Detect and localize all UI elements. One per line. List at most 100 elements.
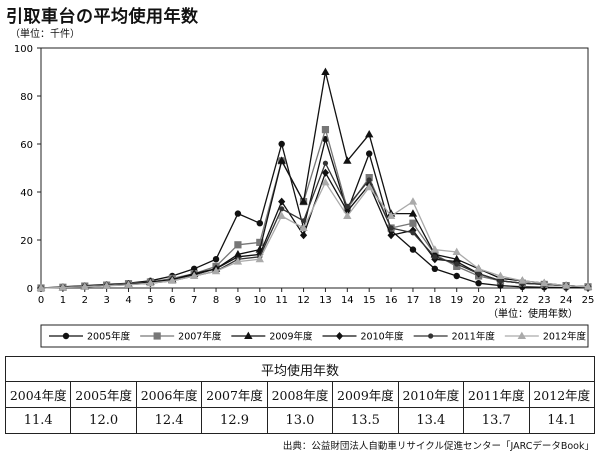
- x-tick-label: 1: [60, 295, 66, 306]
- series-point: [431, 265, 439, 272]
- legend-point: [335, 332, 344, 340]
- x-tick-label: 9: [235, 295, 241, 306]
- x-tick-label: 14: [341, 295, 354, 306]
- table-cell-value: 12.0: [70, 407, 137, 434]
- legend-label: 2011年度: [452, 331, 496, 343]
- series-2012年度: [36, 178, 593, 291]
- series-point: [124, 280, 133, 288]
- series-point: [408, 197, 418, 205]
- legend-point: [428, 333, 434, 339]
- series-2005年度: [37, 136, 592, 292]
- table-cell-value: 12.4: [135, 407, 203, 434]
- x-tick-label: 19: [450, 295, 463, 306]
- series-point: [518, 276, 527, 284]
- x-tick-label: 3: [103, 295, 109, 306]
- legend-item: 2012年度: [504, 331, 587, 343]
- series-point: [168, 276, 177, 284]
- legend-label: 2007年度: [178, 331, 222, 343]
- series-point: [321, 168, 330, 177]
- series-point: [366, 177, 372, 183]
- table-cell-value: 13.0: [266, 407, 334, 434]
- series-point: [299, 197, 308, 205]
- table-caption: 平均使用年数: [5, 356, 595, 382]
- series-line: [40, 171, 589, 289]
- series-point: [474, 264, 483, 272]
- x-tick-label: 8: [213, 295, 219, 306]
- x-tick-label: 25: [582, 295, 595, 306]
- series-point: [365, 182, 374, 191]
- series-point: [409, 219, 417, 227]
- series-point: [409, 246, 417, 253]
- series-2009年度: [36, 67, 593, 291]
- legend-point: [153, 332, 161, 340]
- chart-series: [36, 67, 593, 292]
- series-point: [321, 178, 330, 186]
- series-point: [189, 271, 199, 279]
- legend-item: 2009年度: [231, 331, 313, 343]
- y-tick-label: 80: [20, 92, 33, 103]
- series-point: [408, 209, 418, 217]
- legend-point: [244, 331, 253, 339]
- series-point: [496, 271, 505, 279]
- legend-label: 2005年度: [87, 331, 131, 343]
- x-tick-label: 10: [253, 295, 266, 306]
- x-tick-label: 2: [82, 295, 88, 306]
- x-tick-labels: 0 1 2 3 4 5 6 7 8 9 10 11 12 13 14 15 16 17 18 19 20 21 22 23 24…: [38, 295, 595, 306]
- series-point: [322, 160, 329, 166]
- page-title: 引取車台の平均使用年数: [6, 7, 199, 27]
- series-point: [234, 241, 242, 249]
- x-tick-label: 13: [319, 295, 332, 306]
- table-cell-value: 13.7: [463, 407, 530, 434]
- series-point: [233, 257, 243, 265]
- table-cell-year: 2012年度: [528, 381, 595, 408]
- series-point: [476, 271, 482, 277]
- series-point: [365, 130, 374, 138]
- y-tick-label: 0: [27, 284, 33, 295]
- series-point: [387, 231, 395, 240]
- table-cell-value: 14.1: [528, 407, 595, 434]
- source-note: 出典：公益財団法人自動車リサイクル促進センター「JARCデータBook」: [282, 441, 594, 452]
- series-point: [211, 266, 221, 275]
- series-point: [475, 280, 482, 287]
- series-point: [234, 210, 242, 217]
- y-tick-label: 40: [20, 188, 33, 199]
- legend-item: 2007年度: [140, 331, 222, 343]
- x-tick-label: 15: [363, 295, 376, 306]
- series-point: [299, 231, 308, 240]
- series-point: [321, 67, 330, 75]
- y-tick-labels: 0 20 40 60 80 100: [14, 44, 33, 295]
- series-line: [40, 136, 589, 289]
- series-point: [453, 272, 460, 280]
- series-point: [277, 211, 286, 219]
- x-tick-label: 24: [560, 295, 573, 306]
- x-tick-label: 18: [428, 295, 441, 306]
- series-point: [343, 211, 352, 219]
- series-point: [256, 220, 263, 227]
- series-point: [432, 254, 438, 260]
- plot-frame: [40, 47, 589, 289]
- legend-item: 2005年度: [49, 331, 131, 343]
- x-tick-label: 17: [407, 295, 420, 306]
- series-line: [40, 127, 589, 289]
- x-tick-label: 22: [516, 295, 529, 306]
- table-cell-year: 2006年度: [135, 381, 203, 408]
- series-2010年度: [37, 168, 592, 292]
- series-point: [300, 218, 307, 224]
- legend-point: [62, 332, 70, 340]
- series-point: [278, 197, 286, 206]
- table-cell-year: 2004年度: [4, 381, 72, 408]
- series-2007年度: [37, 126, 592, 292]
- table-cell-year: 2010年度: [397, 381, 465, 408]
- series-point: [279, 206, 285, 212]
- x-tick-label: 5: [147, 295, 153, 306]
- series-line: [40, 181, 589, 289]
- series-point: [58, 283, 68, 291]
- series-point: [36, 283, 46, 291]
- series-point: [452, 247, 461, 255]
- x-tick-label: 6: [169, 295, 175, 306]
- x-tick-label: 4: [125, 295, 131, 306]
- y-axis-unit-label: （単位：千件）: [10, 29, 80, 40]
- series-point: [386, 211, 396, 219]
- x-tick-label: 21: [494, 295, 507, 306]
- y-tick-label: 100: [14, 44, 33, 55]
